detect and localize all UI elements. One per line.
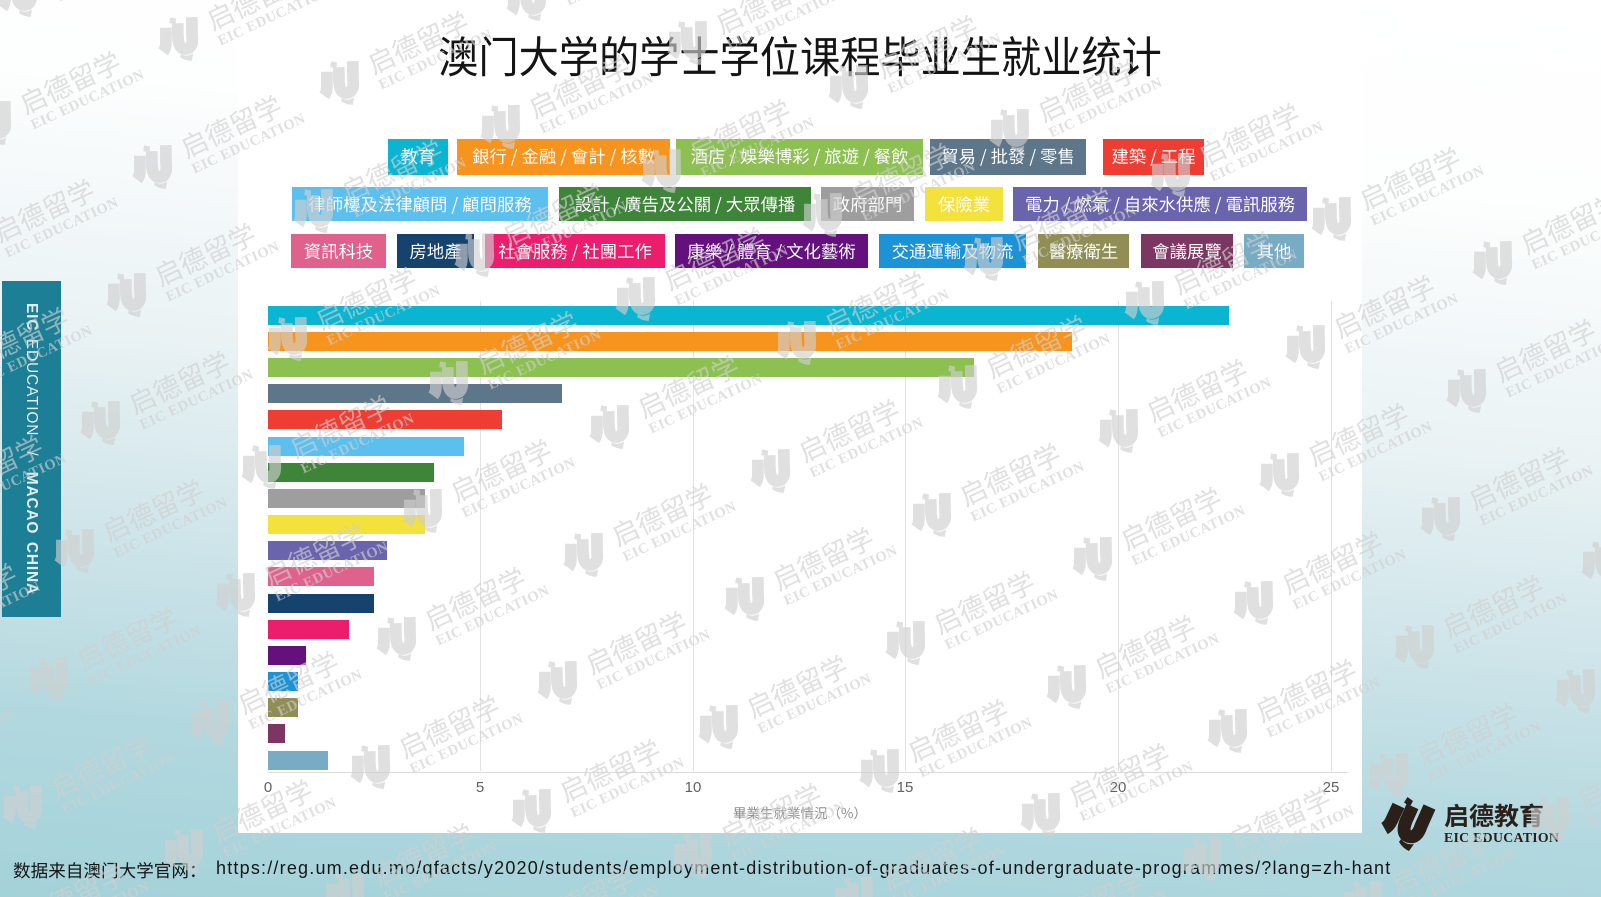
svg-text:EIC EDUCATION: EIC EDUCATION <box>1444 830 1559 845</box>
